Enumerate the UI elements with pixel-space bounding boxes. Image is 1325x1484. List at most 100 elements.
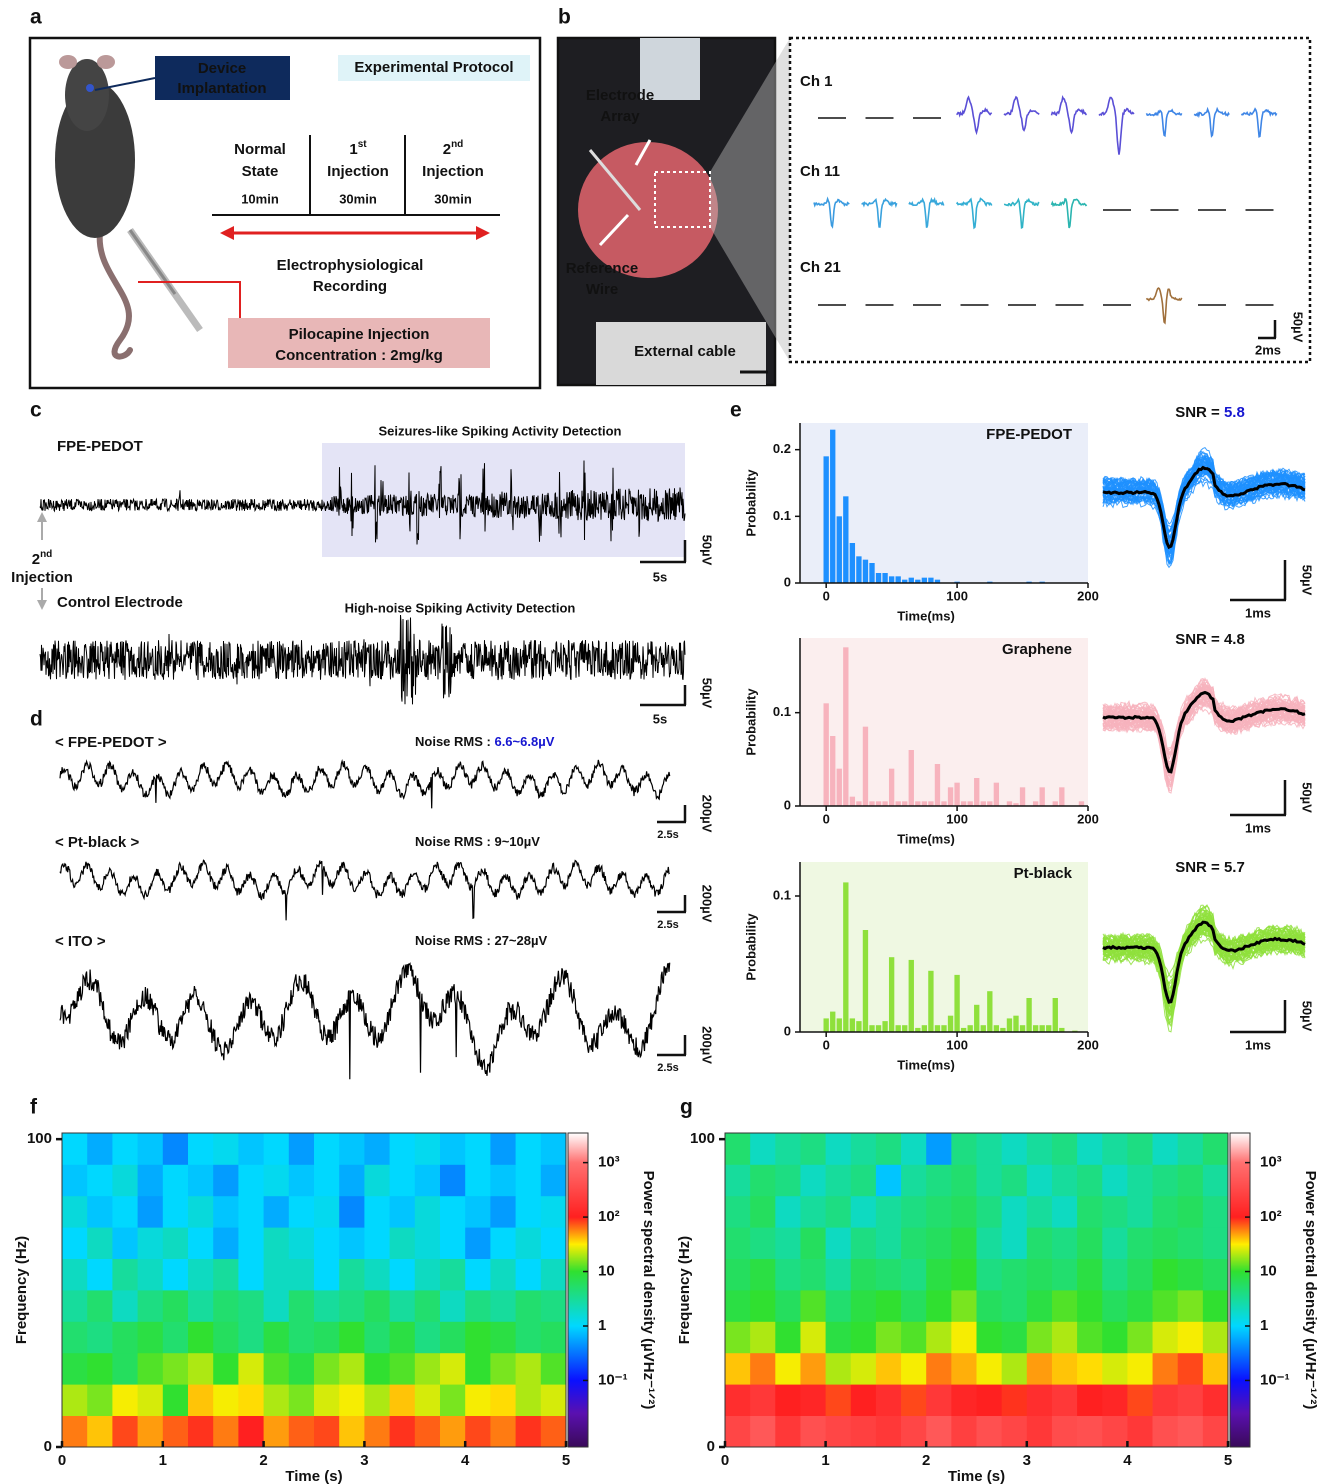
heatmap-cell: [112, 1290, 138, 1322]
heatmap-cell: [540, 1195, 567, 1228]
histogram-bar: [843, 496, 849, 583]
injection-label: Pilocapine Injection: [289, 326, 430, 343]
histogram-bar: [915, 1027, 921, 1032]
heatmap-cell: [414, 1290, 441, 1322]
heatmap-cell: [62, 1195, 88, 1228]
heatmap-cell: [389, 1321, 416, 1354]
heatmap-cell: [1202, 1133, 1229, 1165]
heatmap-cell: [263, 1352, 290, 1385]
scale-label: 2.5s: [657, 919, 678, 931]
snr-value: 5.8: [1224, 404, 1245, 421]
heatmap-cell: [213, 1321, 239, 1354]
heatmap-cell: [750, 1133, 776, 1165]
heatmap-cell: [540, 1227, 567, 1259]
heatmap-cell: [62, 1290, 88, 1322]
heatmap-cell: [314, 1227, 340, 1259]
heatmap-cell: [188, 1415, 214, 1448]
protocol-title: Experimental Protocol: [354, 59, 513, 76]
annotation: Seizures-like Spiking Activity Detection: [379, 423, 622, 438]
histogram-bar: [1046, 1025, 1052, 1032]
heatmap-cell: [875, 1321, 902, 1354]
heatmap-cell: [825, 1321, 852, 1354]
colorbar-tick-label: 10³: [1260, 1154, 1282, 1171]
noise-rms-value: 6.6~6.8µV: [494, 734, 554, 749]
heatmap-cell: [414, 1321, 441, 1354]
heatmap-cell: [1127, 1164, 1153, 1197]
heatmap-cell: [1127, 1415, 1153, 1448]
heatmap-cell: [389, 1384, 416, 1416]
y-axis-label: Probability: [743, 913, 758, 981]
heatmap-cell: [162, 1164, 189, 1197]
snr-label: SNR = 5.7: [1175, 859, 1245, 876]
heatmap-cell: [1001, 1164, 1028, 1197]
colorbar-tick-label: 10²: [1260, 1208, 1282, 1225]
heatmap-cell: [901, 1290, 927, 1322]
heatmap-cell: [901, 1227, 927, 1259]
heatmap-cell: [875, 1384, 902, 1416]
histogram-bar: [1019, 1025, 1026, 1032]
histogram-bar: [875, 573, 882, 583]
histogram-bar: [830, 1011, 836, 1032]
heatmap-cell: [750, 1321, 776, 1354]
colorbar-label: Power spectral density (µVHz⁻¹ᐟ²): [1302, 1171, 1319, 1410]
histogram-bar: [954, 974, 960, 1032]
heatmap-cell: [926, 1227, 952, 1259]
arrow-head: [476, 226, 490, 240]
heatmap-cell: [901, 1415, 927, 1448]
histogram-bar: [843, 647, 849, 806]
spike-waveform: [1050, 197, 1088, 229]
noise-rms-label: Noise RMS :: [415, 834, 494, 849]
heatmap-cell: [951, 1384, 977, 1416]
y-tick-label: 0.2: [773, 441, 791, 456]
heatmap-cell: [137, 1258, 164, 1291]
heatmap-cell: [339, 1290, 365, 1322]
scale-label: 2ms: [1255, 342, 1281, 357]
heatmap-cell: [800, 1258, 826, 1291]
histogram-bar: [849, 543, 856, 583]
histogram-bar: [895, 1025, 901, 1032]
spike-overlay: [1102, 678, 1306, 773]
histogram-bar: [915, 801, 921, 806]
heatmap-cell: [926, 1384, 952, 1416]
snr-label: SNR = 5.8: [1175, 404, 1245, 421]
heatmap-cell: [339, 1195, 365, 1228]
heatmap-cell: [62, 1227, 88, 1259]
histogram-bar: [1013, 1015, 1019, 1032]
heatmap-cell: [1026, 1290, 1053, 1322]
heatmap-cell: [901, 1384, 927, 1416]
zoom-square: [654, 171, 711, 228]
histogram-bar: [856, 801, 862, 806]
x-tick-label: 0: [823, 811, 830, 826]
colorbar-tick-label: 10: [1260, 1263, 1277, 1280]
heatmap-cell: [725, 1321, 751, 1354]
spike-overlay: [1102, 925, 1306, 1016]
histogram-bar: [908, 959, 914, 1032]
heatmap-cell: [389, 1195, 416, 1228]
stage-label: 1st: [349, 139, 367, 158]
heatmap-cell: [1077, 1133, 1103, 1165]
histogram-bar: [1052, 998, 1058, 1032]
heatmap-cell: [540, 1384, 567, 1416]
recording-trace: [39, 460, 686, 545]
heatmap-cell: [926, 1133, 952, 1165]
channel-label: Ch 1: [800, 73, 833, 90]
heatmap-cell: [515, 1258, 542, 1291]
spike-waveform: [955, 197, 993, 230]
heatmap-cell: [162, 1415, 189, 1448]
spike-overlay: [1102, 457, 1306, 525]
heatmap-cell: [263, 1164, 290, 1197]
heatmap-cell: [875, 1352, 902, 1385]
heatmap-cell: [976, 1195, 1003, 1228]
heatmap-cell: [263, 1258, 290, 1291]
heatmap-cell: [263, 1321, 290, 1354]
noise-rms-value: 27~28µV: [494, 933, 547, 948]
heatmap-cell: [213, 1227, 239, 1259]
heatmap-cell: [515, 1352, 542, 1385]
heatmap-cell: [314, 1415, 340, 1448]
heatmap-cell: [1202, 1195, 1229, 1228]
heatmap-cell: [440, 1258, 466, 1291]
heatmap-cell: [364, 1133, 390, 1165]
heatmap-cell: [440, 1321, 466, 1354]
spike-overlay: [1102, 678, 1306, 757]
snr-text: SNR =: [1175, 631, 1224, 648]
